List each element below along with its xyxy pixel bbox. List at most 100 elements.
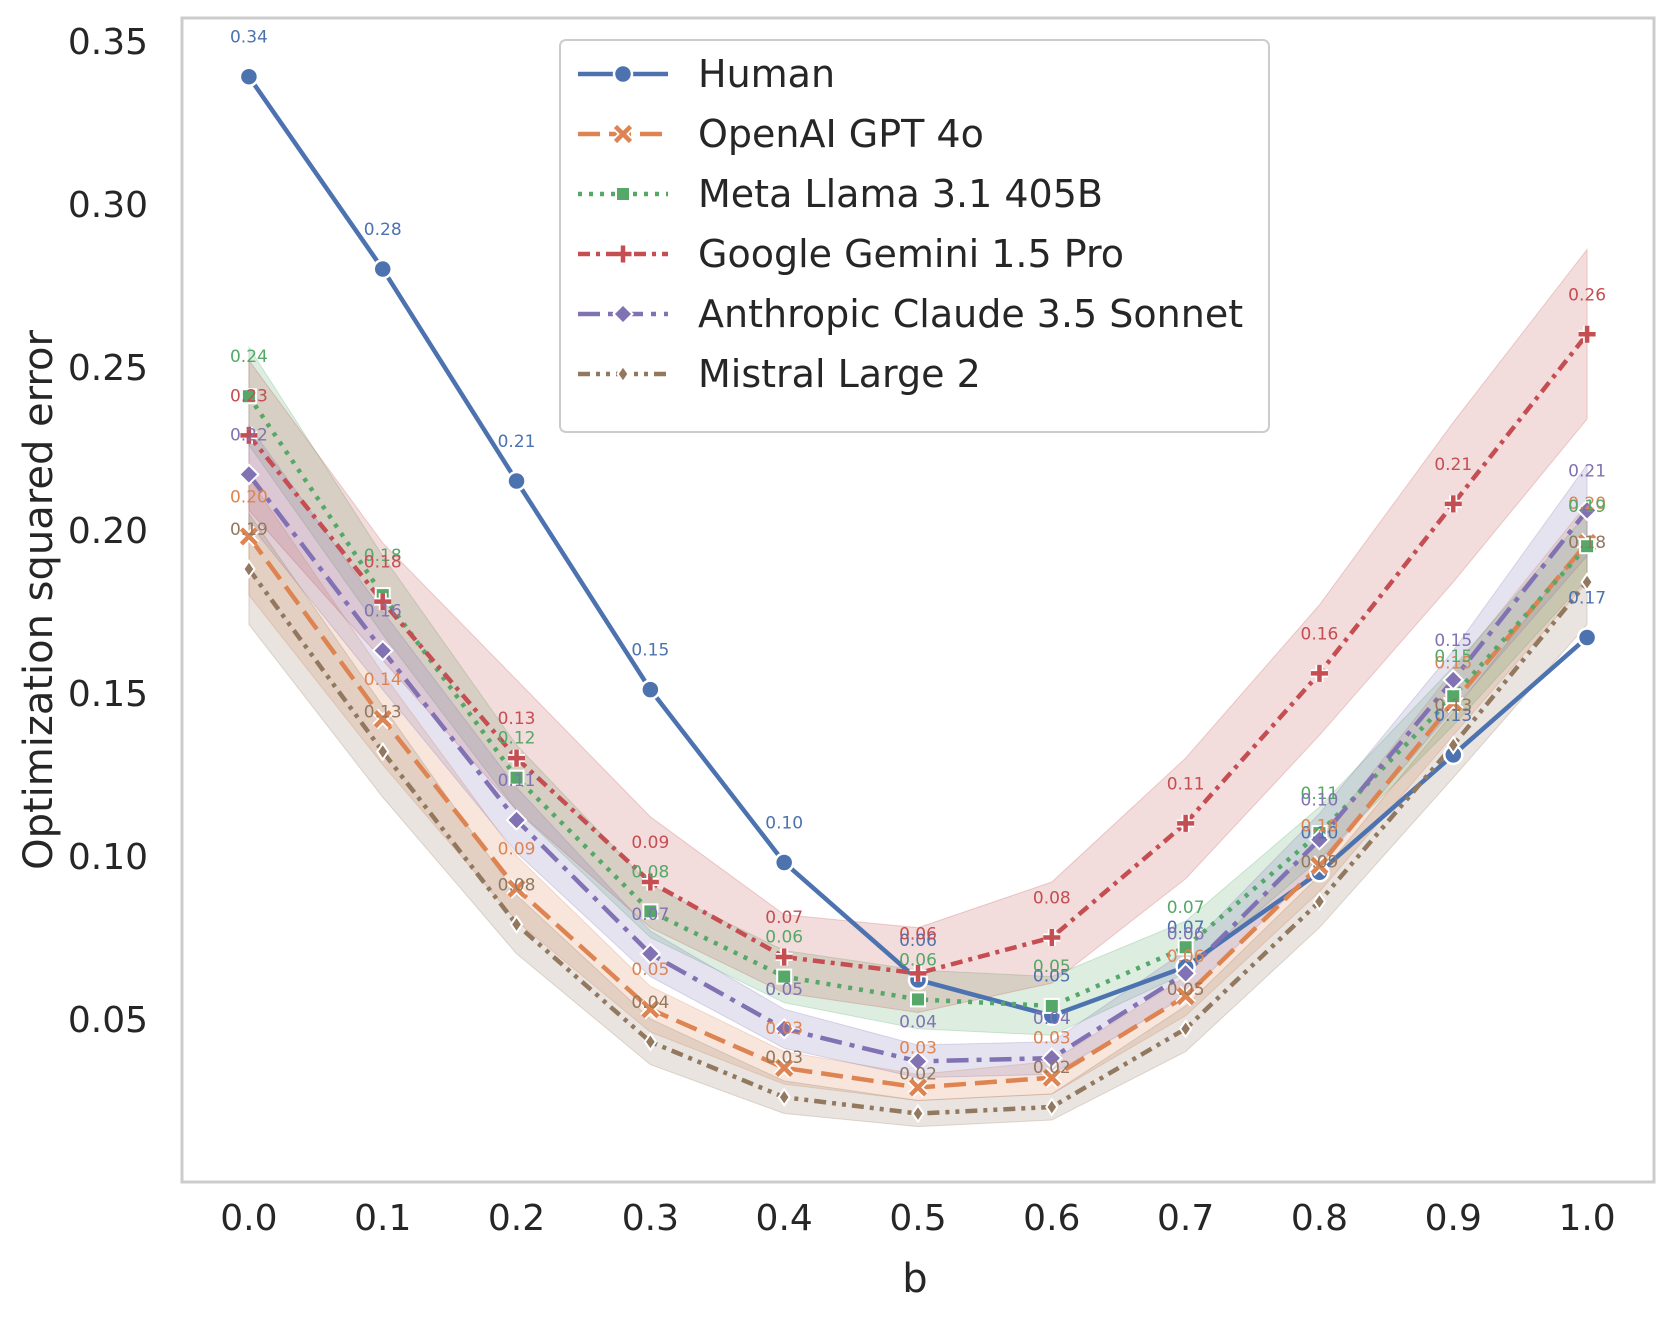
x-tick-label: 0.1: [354, 1198, 411, 1239]
data-label-google-gemini-1-5-pro: 0.23: [230, 386, 268, 406]
marker-mistral-large-2: [1178, 1018, 1193, 1039]
marker-meta-llama-3-1-405b: [776, 968, 793, 985]
data-label-meta-llama-3-1-405b: 0.15: [1434, 647, 1472, 667]
data-label-meta-llama-3-1-405b: 0.19: [1568, 497, 1606, 517]
band-mistral-large-2: [248, 512, 1588, 1128]
marker-meta-llama-3-1-405b: [910, 991, 926, 1008]
data-label-human: 0.10: [1301, 823, 1339, 843]
marker-mistral-large-2: [1312, 891, 1327, 912]
marker-anthropic-claude-3-5-sonnet: [639, 942, 662, 965]
data-label-human: 0.07: [1167, 918, 1205, 938]
data-label-mistral-large-2: 0.08: [498, 875, 536, 895]
data-label-anthropic-claude-3-5-sonnet: 0.22: [230, 425, 268, 445]
marker-anthropic-claude-3-5-sonnet: [237, 463, 260, 486]
data-label-mistral-large-2: 0.18: [1568, 533, 1606, 553]
data-label-google-gemini-1-5-pro: 0.18: [364, 553, 402, 573]
marker-mistral-large-2: [1045, 1097, 1059, 1117]
marker-human: [1576, 627, 1598, 648]
marker-meta-llama-3-1-405b: [642, 903, 659, 920]
data-label-anthropic-claude-3-5-sonnet: 0.11: [498, 771, 536, 791]
data-label-google-gemini-1-5-pro: 0.09: [631, 833, 669, 853]
x-tick-label: 0.5: [889, 1198, 946, 1239]
data-label-mistral-large-2: 0.19: [230, 520, 268, 540]
data-label-google-gemini-1-5-pro: 0.13: [498, 709, 536, 729]
data-label-google-gemini-1-5-pro: 0.11: [1167, 774, 1205, 794]
legend-label-google-gemini-1-5-pro: Google Gemini 1.5 Pro: [698, 232, 1124, 276]
data-label-human: 0.10: [765, 813, 803, 833]
y-tick-label: 0.30: [68, 185, 148, 226]
data-label-mistral-large-2: 0.05: [1167, 980, 1205, 1000]
data-label-anthropic-claude-3-5-sonnet: 0.06: [1167, 924, 1205, 944]
data-label-google-gemini-1-5-pro: 0.06: [899, 924, 937, 944]
x-tick-label: 0.0: [220, 1198, 277, 1239]
data-label-mistral-large-2: 0.03: [765, 1048, 803, 1068]
data-label-human: 0.28: [364, 220, 402, 240]
legend-label-meta-llama-3-1-405b: Meta Llama 3.1 405B: [698, 172, 1103, 216]
data-label-google-gemini-1-5-pro: 0.07: [765, 908, 803, 928]
data-label-google-gemini-1-5-pro: 0.16: [1301, 624, 1339, 644]
x-tick-label: 1.0: [1558, 1198, 1615, 1239]
y-axis-title: Optimization squared error: [16, 330, 62, 870]
marker-human: [372, 258, 393, 280]
data-label-meta-llama-3-1-405b: 0.07: [1167, 898, 1205, 918]
marker-human: [640, 679, 661, 700]
series-markers: [237, 66, 1599, 1124]
data-label-google-gemini-1-5-pro: 0.26: [1568, 285, 1606, 305]
data-label-mistral-large-2: 0.02: [1033, 1058, 1071, 1078]
x-tick-label: 0.9: [1425, 1198, 1482, 1239]
data-label-mistral-large-2: 0.04: [631, 993, 669, 1013]
x-axis-title: b: [902, 1256, 927, 1302]
data-label-openai-gpt-4o: 0.15: [1434, 654, 1472, 674]
marker-mistral-large-2: [911, 1103, 925, 1124]
y-tick-label: 0.20: [68, 511, 148, 552]
marker-meta-llama-3-1-405b: [1579, 538, 1596, 555]
x-tick-label: 0.2: [488, 1198, 545, 1239]
marker-meta-llama-3-1-405b: [1177, 939, 1194, 956]
data-label-openai-gpt-4o: 0.06: [1167, 947, 1205, 967]
data-label-anthropic-claude-3-5-sonnet: 0.07: [631, 905, 669, 925]
marker-meta-llama-3-1-405b: [1043, 997, 1060, 1014]
marker-mistral-large-2: [376, 741, 390, 762]
data-label-meta-llama-3-1-405b: 0.24: [230, 347, 268, 367]
data-label-openai-gpt-4o: 0.03: [899, 1038, 937, 1058]
y-tick-label: 0.25: [68, 348, 148, 389]
data-label-anthropic-claude-3-5-sonnet: 0.21: [1568, 461, 1606, 481]
legend: Human OpenAI GPT 4o Meta Llama 3.1 405B Goo…: [559, 39, 1270, 433]
x-tick-label: 0.7: [1157, 1198, 1214, 1239]
x-tick-label: 0.4: [756, 1198, 813, 1239]
marker-anthropic-claude-3-5-sonnet: [371, 639, 394, 662]
legend-label-mistral-large-2: Mistral Large 2: [698, 352, 981, 396]
legend-marker-meta-llama-3-1-405b: [615, 186, 631, 202]
legend-label-openai-gpt-4o: OpenAI GPT 4o: [698, 112, 984, 156]
data-label-google-gemini-1-5-pro: 0.21: [1434, 455, 1472, 475]
data-label-openai-gpt-4o: 0.03: [1033, 1029, 1071, 1049]
data-label-human: 0.13: [1434, 706, 1472, 726]
marker-mistral-large-2: [242, 559, 256, 579]
data-label-openai-gpt-4o: 0.20: [1568, 494, 1606, 514]
legend-marker-anthropic-claude-3-5-sonnet: [612, 303, 634, 325]
data-label-human: 0.34: [230, 28, 268, 48]
data-label-anthropic-claude-3-5-sonnet: 0.04: [1033, 1009, 1071, 1029]
y-tick-label: 0.10: [68, 837, 148, 878]
y-tick-label: 0.05: [68, 1000, 148, 1041]
data-label-google-gemini-1-5-pro: 0.08: [1033, 888, 1071, 908]
marker-meta-llama-3-1-405b: [508, 769, 525, 786]
data-label-anthropic-claude-3-5-sonnet: 0.10: [1301, 791, 1339, 811]
legend-label-anthropic-claude-3-5-sonnet: Anthropic Claude 3.5 Sonnet: [698, 292, 1243, 336]
y-tick-label: 0.15: [68, 674, 148, 715]
data-label-mistral-large-2: 0.13: [1434, 696, 1472, 716]
band-anthropic-claude-3-5-sonnet: [248, 424, 1588, 1079]
data-label-anthropic-claude-3-5-sonnet: 0.15: [1434, 631, 1472, 651]
marker-meta-llama-3-1-405b: [240, 388, 257, 405]
marker-anthropic-claude-3-5-sonnet: [505, 809, 528, 831]
legend-marker-mistral-large-2: [616, 364, 630, 384]
y-tick-label: 0.35: [68, 22, 148, 63]
marker-anthropic-claude-3-5-sonnet: [907, 1050, 929, 1073]
marker-anthropic-claude-3-5-sonnet: [773, 1017, 796, 1040]
data-label-anthropic-claude-3-5-sonnet: 0.16: [364, 602, 402, 622]
marker-human: [506, 470, 527, 492]
y-axis: 0.05 0.10 0.15 0.20 0.25 0.30 0.35: [68, 22, 148, 1041]
data-label-human: 0.15: [631, 641, 669, 661]
data-label-openai-gpt-4o: 0.03: [765, 1019, 803, 1039]
x-axis: 0.0 0.1 0.2 0.3 0.4 0.5 0.6 0.7 0.8 0.9 1.0: [220, 1198, 1615, 1239]
